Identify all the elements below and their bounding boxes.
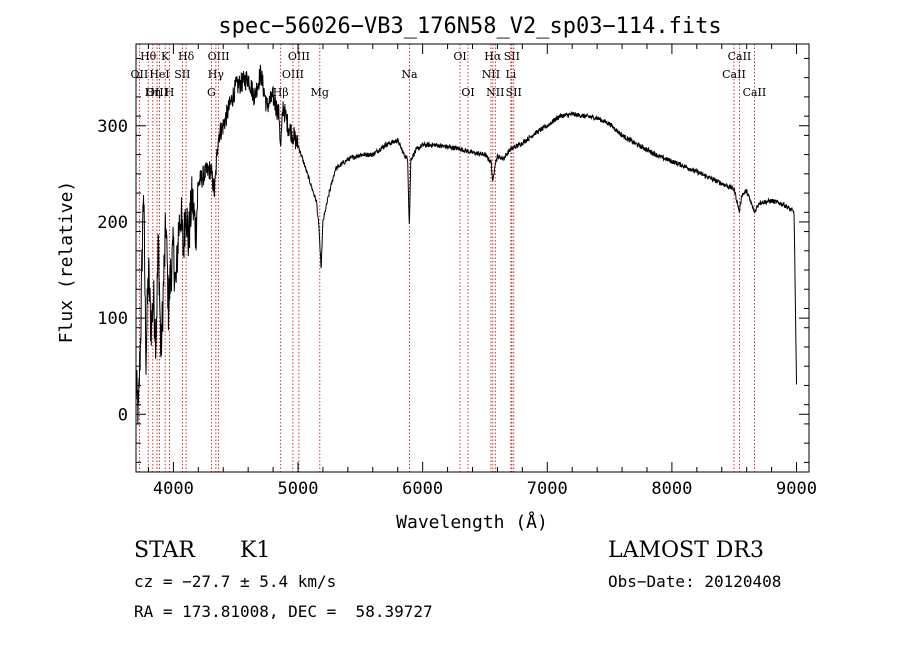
line-marker-label-23: NII [486,86,504,99]
x-tick-label-2: 6000 [402,479,443,499]
plot-frame [135,43,810,473]
line-marker-label-21: NII [482,68,500,81]
line-marker-label-13: OIII [282,68,304,81]
line-marker-label-17: OI [453,50,466,63]
line-marker-label-24: SII [506,86,522,99]
x-axis-label: Wavelength (Å) [396,511,548,533]
line-marker-label-1: OII [131,68,149,81]
line-marker-label-8: Hδ [178,50,195,63]
x-tick-label-4: 8000 [651,479,692,499]
line-marker-label-5: Hη [145,86,161,99]
x-tick-label-1: 5000 [278,479,319,499]
line-marker-label-2: OIII [146,86,168,99]
line-markers: Hθ OII OIII K HeI Hη SII H Hδ OIII Hγ G OIII OIII Hβ Mg… [131,44,767,472]
line-marker-label-26: CaII [722,68,746,81]
chart-title: spec−56026−VB3_176N58_V2_sp03−114.fits [218,14,721,39]
y-axis-label: Flux (relative) [56,181,77,344]
y-tick-label-1: 100 [97,309,128,329]
line-marker-label-10: Hγ [208,68,225,81]
line-marker-label-16: Na [401,68,418,81]
y-tick-label-0: 0 [118,405,128,425]
flux-series-line [135,64,797,425]
observation-date: Obs−Date: 20120408 [608,572,782,591]
line-marker-label-11: G [207,86,216,99]
line-marker-label-18: OI [461,86,474,99]
redshift-velocity: cz = −27.7 ± 5.4 km/s [134,572,337,591]
line-marker-label-9: OIII [208,50,230,63]
line-marker-label-3: K [161,50,170,63]
coordinates: RA = 173.81008, DEC = 58.39727 [134,602,433,621]
line-marker-label-7: H [165,86,175,99]
object-class: STAR [134,538,195,563]
y-tick-label-2: 200 [97,213,128,233]
line-marker-label-22: Li [505,68,516,81]
spectral-subclass: K1 [240,538,271,563]
line-marker-label-25: CaII [728,50,752,63]
line-marker-label-6: SII [174,68,190,81]
line-marker-label-19: Hα [484,50,502,63]
y-tick-label-3: 300 [97,117,128,137]
line-marker-label-4: HeI [149,68,169,81]
x-tick-label-0: 4000 [153,479,194,499]
line-marker-label-0: Hθ [140,50,157,63]
x-tick-label-3: 7000 [527,479,568,499]
x-tick-label-5: 9000 [776,479,817,499]
survey-name: LAMOST DR3 [608,538,764,563]
line-marker-label-27: CaII [743,86,767,99]
axes: 4000 5000 6000 7000 8000 9000 0 100 200 300 [97,44,817,499]
line-marker-label-12: OIII [288,50,310,63]
line-marker-label-14: Hβ [273,86,289,99]
line-marker-label-20: SII [504,50,520,63]
line-marker-label-15: Mg [311,86,329,99]
